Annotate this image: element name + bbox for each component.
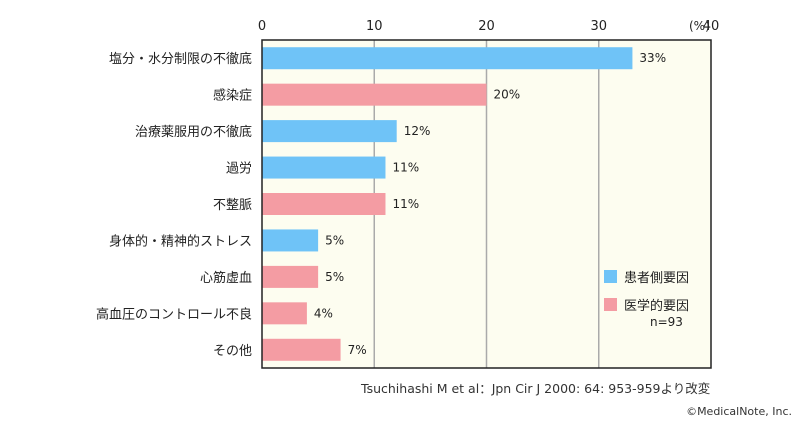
category-label: その他 xyxy=(213,344,252,359)
x-tick-labels: 0 10 20 30 40 xyxy=(258,19,719,34)
bar xyxy=(262,338,341,361)
bar xyxy=(262,302,307,325)
data-label: 7% xyxy=(348,343,367,357)
bar xyxy=(262,193,386,215)
bar xyxy=(262,156,386,179)
category-label: 不整脈 xyxy=(213,198,252,213)
category-label: 治療薬服用の不徹底 xyxy=(135,124,252,140)
plot-frame xyxy=(261,39,712,369)
x-axis-unit: (%) xyxy=(689,19,710,33)
category-label: 心筋虚血 xyxy=(200,270,252,286)
bar xyxy=(262,83,487,106)
legend: 患者側要因 医学的要因 n=93 xyxy=(604,270,689,329)
x-tick-label: 10 xyxy=(366,19,383,34)
category-label: 身体的・精神的ストレス xyxy=(109,233,252,249)
category-label: 塩分・水分制限の不徹底 xyxy=(109,51,252,67)
bar xyxy=(262,229,319,252)
bar xyxy=(262,265,319,288)
data-label: 20% xyxy=(494,88,521,102)
copyright: ©MedicalNote, Inc. xyxy=(686,405,792,418)
legend-swatch-medical xyxy=(604,298,617,311)
data-labels: 33% 20% 12% 11% 11% 5% 5% 4% 7% xyxy=(314,51,666,357)
legend-label-medical: 医学的要因 xyxy=(624,298,689,314)
bar xyxy=(262,47,633,70)
data-label: 33% xyxy=(639,51,666,65)
sample-size-note: n=93 xyxy=(650,315,683,329)
category-labels: 塩分・水分制限の不徹底感染症治療薬服用の不徹底過労不整脈身体的・精神的ストレス心… xyxy=(96,51,252,359)
bar xyxy=(262,120,397,143)
data-label: 11% xyxy=(392,161,419,175)
x-tick-label: 20 xyxy=(478,19,495,34)
category-label: 高血圧のコントロール不良 xyxy=(96,306,252,322)
data-label: 4% xyxy=(314,306,333,320)
bars xyxy=(262,47,633,361)
x-tick-label: 30 xyxy=(590,19,607,34)
data-label: 5% xyxy=(325,270,344,284)
data-label: 11% xyxy=(392,197,419,211)
legend-label-patient: 患者側要因 xyxy=(624,271,689,286)
category-label: 感染症 xyxy=(213,88,252,104)
citation: Tsuchihashi M et al：Jpn Cir J 2000: 64: … xyxy=(361,381,711,396)
legend-swatch-patient xyxy=(604,270,617,283)
x-tick-label: 40 xyxy=(703,19,720,34)
x-tick-label: 0 xyxy=(258,19,266,34)
data-label: 12% xyxy=(404,124,431,138)
category-label: 過労 xyxy=(226,162,252,177)
data-label: 5% xyxy=(325,233,344,247)
